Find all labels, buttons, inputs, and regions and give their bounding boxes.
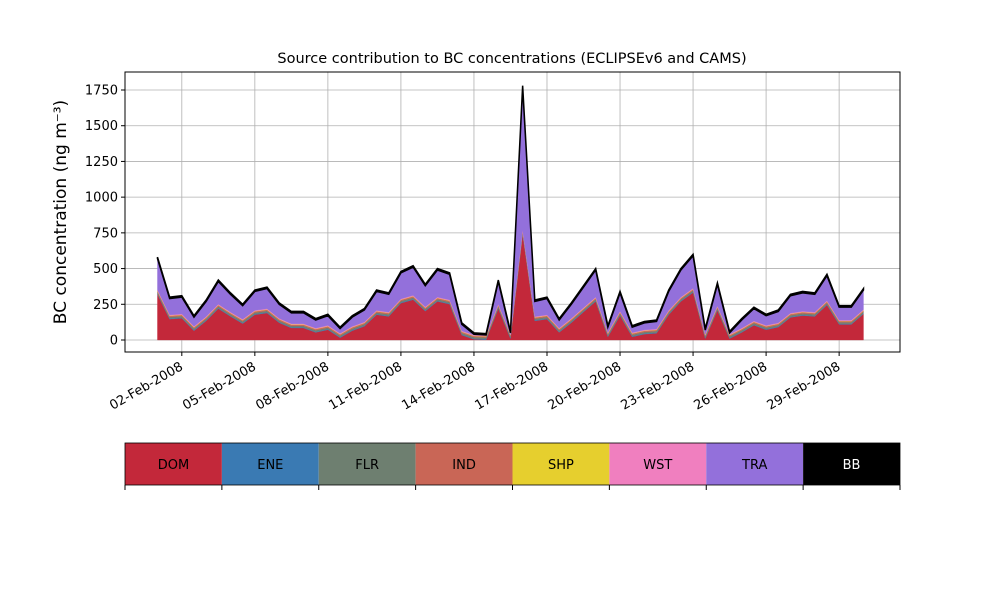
legend-swatch [221, 443, 319, 485]
legend-label: IND [452, 458, 476, 473]
legend-label: ENE [257, 458, 283, 473]
y-axis-label: BC concentration (ng m⁻³) [51, 100, 71, 324]
legend-swatch [318, 443, 416, 485]
plot-frame [124, 71, 901, 353]
legend-swatch [609, 443, 707, 485]
y-tick-label: 750 [93, 226, 118, 241]
legend-label: FLR [355, 458, 379, 473]
legend-label: SHP [548, 458, 574, 473]
y-tick-label: 0 [110, 334, 118, 349]
chart-title: Source contribution to BC concentrations… [277, 51, 746, 67]
legend-swatch [415, 443, 513, 485]
legend-label: WST [643, 458, 672, 473]
y-tick-label: 1000 [85, 191, 118, 206]
y-tick-label: 1750 [85, 84, 118, 99]
legend-swatch [803, 443, 900, 485]
legend-frame [124, 442, 901, 486]
legend-swatch [512, 443, 610, 485]
y-tick-label: 250 [93, 298, 118, 313]
legend-swatch [706, 443, 804, 485]
area [156, 85, 865, 336]
legend-label: DOM [158, 458, 189, 473]
legend-swatch [125, 443, 222, 485]
y-tick-label: 1500 [85, 119, 118, 134]
legend-label: BB [843, 458, 861, 473]
y-tick-label: 1250 [85, 155, 118, 170]
legend-label: TRA [741, 458, 767, 473]
y-tick-label: 500 [93, 262, 118, 277]
